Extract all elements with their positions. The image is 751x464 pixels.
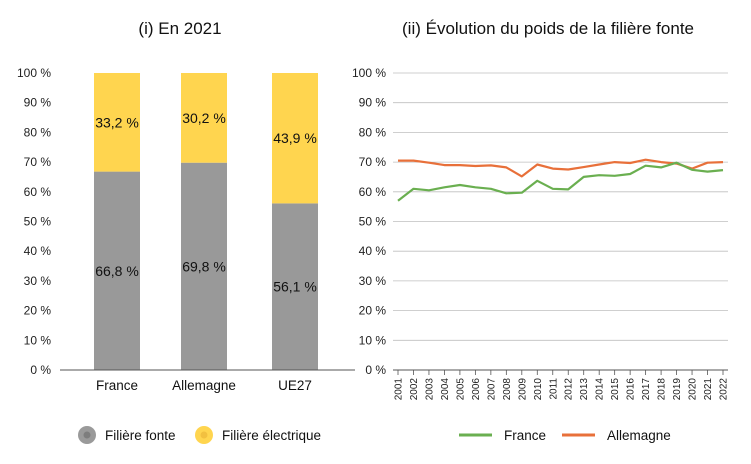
right-x-tick-label: 2020 bbox=[688, 378, 699, 401]
legend-allemagne-label: Allemagne bbox=[607, 428, 671, 443]
legend-electrique-swatch-dot bbox=[200, 431, 208, 439]
legend-fonte-label: Filière fonte bbox=[105, 428, 176, 443]
right-x-tick-label: 2008 bbox=[502, 378, 513, 401]
bar-segment-fonte bbox=[272, 203, 318, 370]
right-x-tick-label: 2018 bbox=[657, 378, 668, 401]
right-x-tick-label: 2009 bbox=[517, 378, 528, 401]
left-y-tick-label: 0 % bbox=[30, 363, 51, 377]
right-x-ticks: 2001 2002 2003 2004 2005 2006 2007 2008 2009 2010… bbox=[394, 370, 730, 400]
legend-electrique-label: Filière électrique bbox=[222, 428, 321, 443]
left-y-tick-label: 70 % bbox=[24, 155, 52, 169]
right-x-tick-label: 2003 bbox=[424, 378, 435, 401]
right-y-tick-label: 80 % bbox=[359, 125, 387, 139]
right-x-tick-label: 2002 bbox=[409, 378, 420, 401]
right-y-tick-label: 70 % bbox=[359, 155, 387, 169]
right-x-tick-label: 2019 bbox=[672, 378, 683, 401]
right-x-tick-label: 2022 bbox=[719, 378, 730, 401]
legend-france-label: France bbox=[504, 428, 546, 443]
bar-segment-fonte bbox=[181, 162, 227, 370]
right-y-tick-label: 50 % bbox=[359, 215, 387, 229]
right-x-tick-label: 2016 bbox=[626, 378, 637, 401]
right-y-tick-label: 0 % bbox=[365, 363, 386, 377]
right-y-tick-label: 30 % bbox=[359, 274, 387, 288]
right-x-tick-label: 2010 bbox=[533, 378, 544, 401]
left-y-axis: 0 % 10 % 20 % 30 % 40 % 50 % 60 % 70 % 80 % 90 % 1… bbox=[17, 66, 51, 377]
right-x-tick-label: 2001 bbox=[394, 378, 405, 401]
right-y-tick-label: 90 % bbox=[359, 96, 387, 110]
right-x-tick-label: 2007 bbox=[486, 378, 497, 401]
right-x-tick-label: 2013 bbox=[579, 378, 590, 401]
right-grid: 0 % 10 % 20 % 30 % 40 % 50 % 60 % 70 % 80 % 90 % 1… bbox=[352, 66, 728, 377]
left-y-tick-label: 20 % bbox=[24, 304, 52, 318]
right-x-tick-label: 2015 bbox=[610, 378, 621, 401]
left-y-tick-label: 40 % bbox=[24, 244, 52, 258]
bar-segment-electrique bbox=[181, 73, 227, 163]
right-x-tick-label: 2005 bbox=[455, 378, 466, 401]
left-categories: France Allemagne UE27 bbox=[96, 378, 312, 393]
left-y-tick-label: 80 % bbox=[24, 125, 52, 139]
right-x-tick-label: 2004 bbox=[440, 378, 451, 401]
series-line-france bbox=[397, 161, 724, 202]
left-bars: 66,8 % 33,2 % 69,8 % 30,2 % 56,1 % 43,9 % bbox=[94, 73, 318, 370]
right-y-tick-label: 20 % bbox=[359, 304, 387, 318]
bar-segment-fonte bbox=[94, 171, 140, 370]
right-x-tick-label: 2021 bbox=[703, 378, 714, 401]
right-x-tick-label: 2006 bbox=[471, 378, 482, 401]
data-label-electrique: 43,9 % bbox=[273, 130, 317, 146]
data-label-fonte: 69,8 % bbox=[182, 258, 226, 274]
series-line-allemagne bbox=[398, 158, 724, 178]
right-x-tick-label: 2017 bbox=[641, 378, 652, 401]
left-y-tick-label: 50 % bbox=[24, 215, 52, 229]
category-label: UE27 bbox=[278, 378, 312, 393]
right-x-tick-label: 2011 bbox=[548, 378, 559, 400]
data-label-electrique: 33,2 % bbox=[95, 114, 139, 130]
category-label: France bbox=[96, 378, 138, 393]
right-y-tick-label: 10 % bbox=[359, 333, 387, 347]
left-y-tick-label: 100 % bbox=[17, 66, 51, 80]
right-y-tick-label: 100 % bbox=[352, 66, 386, 80]
legend-fonte-swatch-dot bbox=[83, 431, 91, 439]
data-label-fonte: 56,1 % bbox=[273, 279, 317, 295]
bar-segment-electrique bbox=[94, 73, 140, 172]
right-legend: France Allemagne bbox=[459, 428, 671, 443]
right-y-tick-label: 60 % bbox=[359, 185, 387, 199]
left-chart-title: (i) En 2021 bbox=[138, 19, 221, 38]
bar-segment-electrique bbox=[272, 73, 318, 204]
data-label-electrique: 30,2 % bbox=[182, 110, 226, 126]
left-y-tick-label: 90 % bbox=[24, 96, 52, 110]
category-label: Allemagne bbox=[172, 378, 236, 393]
left-legend: Filière fonte Filière électrique bbox=[78, 426, 321, 444]
right-lines bbox=[397, 158, 724, 202]
right-y-tick-label: 40 % bbox=[359, 244, 387, 258]
right-x-tick-label: 2012 bbox=[564, 378, 575, 401]
left-y-tick-label: 30 % bbox=[24, 274, 52, 288]
data-label-fonte: 66,8 % bbox=[95, 263, 139, 279]
right-chart-title: (ii) Évolution du poids de la filière fo… bbox=[402, 19, 694, 38]
left-y-tick-label: 10 % bbox=[24, 333, 52, 347]
right-x-tick-label: 2014 bbox=[595, 378, 606, 401]
left-y-tick-label: 60 % bbox=[24, 185, 52, 199]
